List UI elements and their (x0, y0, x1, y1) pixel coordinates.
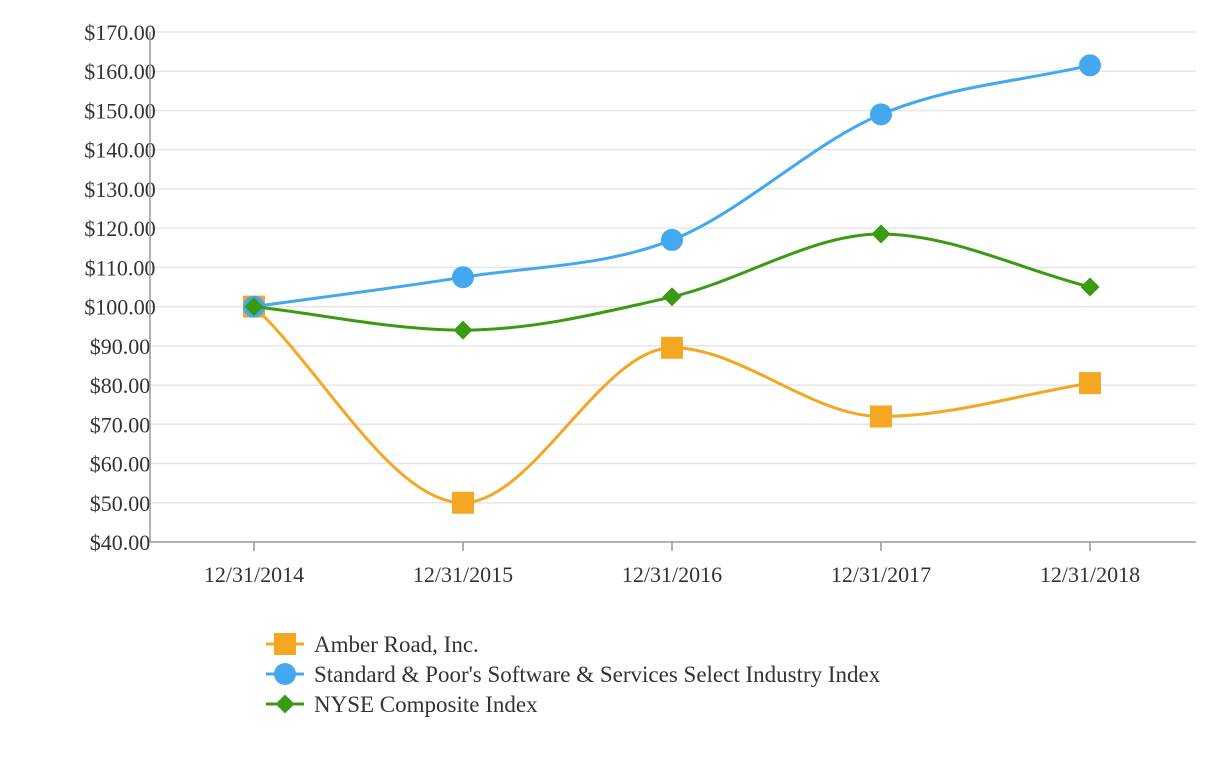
grid-layer (150, 31, 1196, 504)
y-tick-label: $40.00 (90, 530, 151, 555)
data-point-diamond (244, 297, 264, 317)
y-tick-label: $70.00 (90, 412, 151, 437)
series-line (252, 305, 1091, 505)
legend-marker-diamond (275, 694, 295, 714)
legend-item: Amber Road, Inc. (266, 632, 479, 657)
x-tick-label: 12/31/2016 (622, 562, 722, 587)
data-point-circle (661, 228, 683, 251)
data-point-square (1079, 372, 1101, 395)
x-tick-label: 12/31/2018 (1040, 562, 1140, 587)
x-tick-label: 12/31/2017 (831, 562, 931, 587)
y-tick-label: $140.00 (84, 138, 156, 163)
y-tick-label: $130.00 (84, 177, 156, 202)
axis-layer: $40.00 $50.00 $60.00 $70.00 $80.00 $90.00 $100… (84, 20, 1196, 587)
legend-label: Amber Road, Inc. (314, 632, 479, 657)
legend-label: Standard & Poor's Software & Services Se… (314, 662, 881, 687)
y-tick-label: $110.00 (85, 255, 156, 280)
legend-item: NYSE Composite Index (266, 692, 538, 717)
y-tick-label: $50.00 (90, 491, 151, 516)
y-tick-label: $80.00 (90, 373, 151, 398)
legend-item: Standard & Poor's Software & Services Se… (266, 662, 881, 687)
series-circle (243, 54, 1101, 318)
data-point-diamond (1080, 277, 1100, 297)
y-tick-label: $120.00 (84, 216, 156, 241)
data-point-circle (1079, 54, 1101, 77)
series-diamond (244, 224, 1100, 340)
data-point-square (870, 405, 892, 428)
y-tick-label: $100.00 (84, 295, 156, 320)
y-tick-label: $170.00 (84, 20, 156, 45)
data-point-square (661, 336, 683, 359)
data-point-square (452, 491, 474, 514)
y-tick-label: $160.00 (84, 59, 156, 84)
y-tick-label: $60.00 (90, 452, 151, 477)
series-line (253, 63, 1091, 309)
y-tick-label: $90.00 (90, 334, 151, 359)
legend-label: NYSE Composite Index (314, 692, 538, 717)
x-tick-label: 12/31/2015 (413, 562, 513, 587)
data-point-circle (452, 266, 474, 289)
series-layer (243, 54, 1101, 514)
legend-marker-circle (274, 663, 296, 685)
data-point-diamond (871, 224, 891, 244)
data-point-diamond (453, 320, 473, 340)
series-square (243, 295, 1101, 514)
legend-marker-square (274, 633, 296, 655)
x-tick-label: 12/31/2014 (204, 562, 304, 587)
y-tick-label: $150.00 (84, 98, 156, 123)
data-point-circle (870, 103, 892, 126)
legend: Amber Road, Inc. Standard & Poor's Softwa… (266, 632, 881, 717)
data-point-diamond (662, 287, 682, 307)
